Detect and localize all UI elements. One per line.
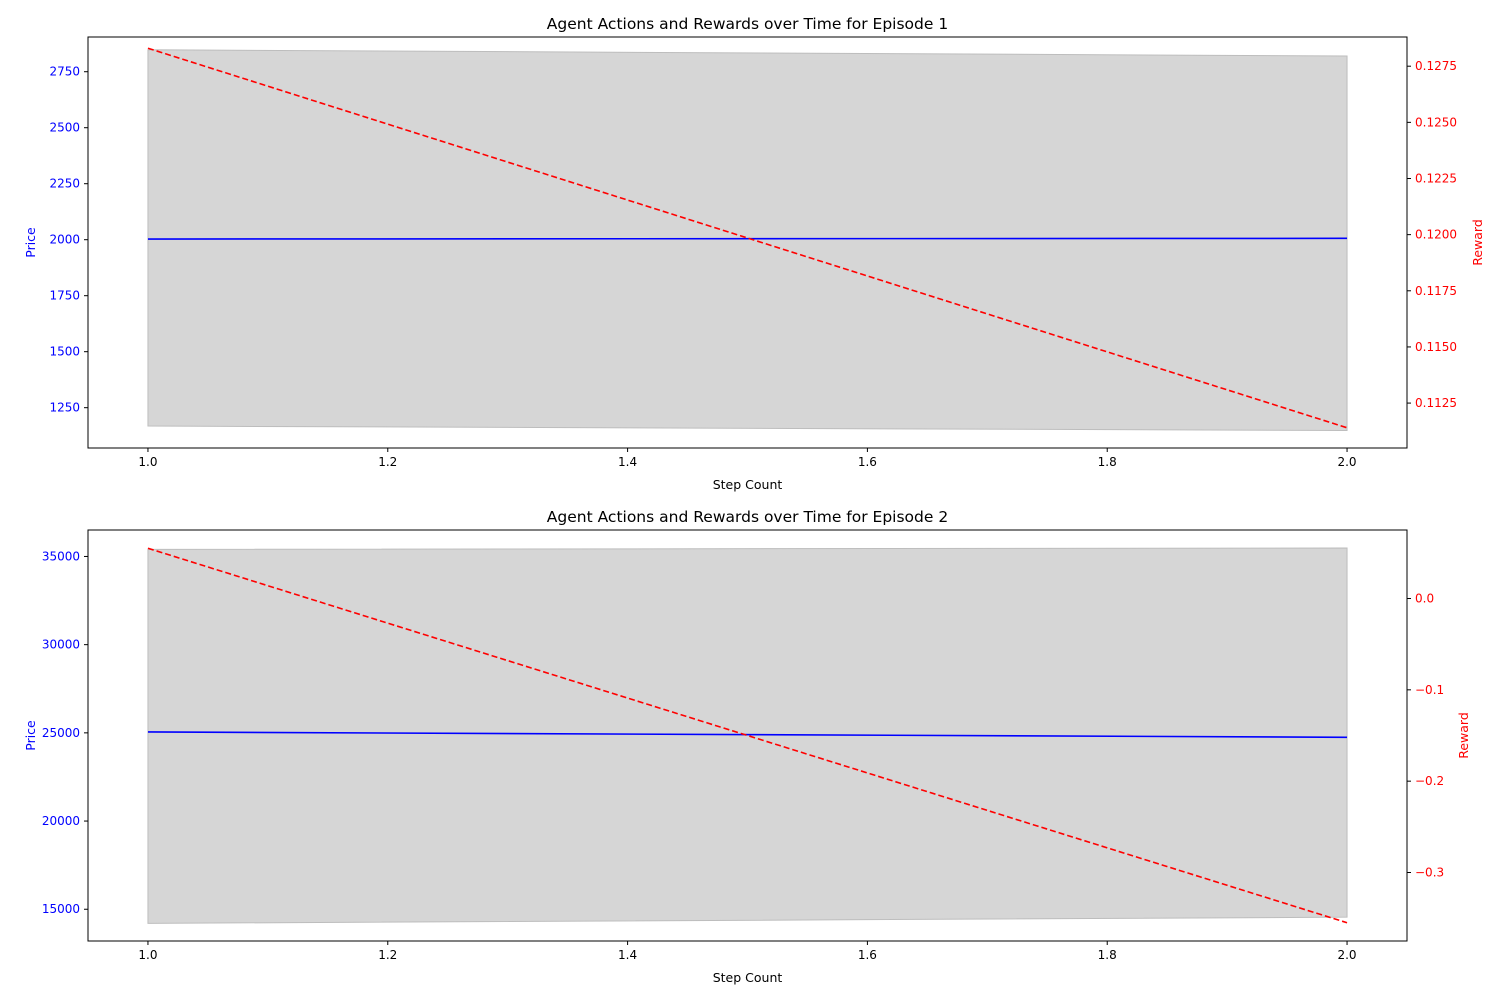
x-tick-label: 1.4 — [618, 455, 637, 469]
y-right-tick-label: 0.1250 — [1415, 115, 1457, 129]
y-left-axis-label: Price — [23, 227, 38, 258]
plot-frame — [87, 529, 1408, 942]
price-line — [147, 237, 1348, 240]
x-tick-label: 1.6 — [858, 455, 877, 469]
y-right-tick-label: 0.1200 — [1415, 228, 1457, 242]
y-right-tick-label: 0.1125 — [1415, 396, 1457, 410]
x-tick-label: 1.8 — [1098, 455, 1117, 469]
x-axis-label: Step Count — [713, 477, 783, 492]
y-right-tick-label: 0.1275 — [1415, 59, 1457, 73]
reward-line — [147, 547, 1348, 924]
price-line — [147, 731, 1348, 739]
y-right-tick-label: 0.1175 — [1415, 284, 1457, 298]
y-left-tick-label: 2250 — [49, 177, 80, 191]
y-right-tick-label: −0.2 — [1415, 774, 1444, 788]
y-right-axis-label: Reward — [1470, 219, 1485, 266]
y-left-tick-label: 30000 — [42, 638, 80, 652]
x-tick-label: 1.8 — [1098, 948, 1117, 962]
x-tick-label: 2.0 — [1337, 948, 1356, 962]
y-left-tick-label: 15000 — [42, 902, 80, 916]
x-tick-label: 1.2 — [378, 455, 397, 469]
y-left-tick-label: 1500 — [49, 345, 80, 359]
x-tick-label: 1.2 — [378, 948, 397, 962]
x-tick-label: 2.0 — [1337, 455, 1356, 469]
y-right-tick-label: 0.0 — [1415, 592, 1434, 606]
plot-frame — [87, 36, 1408, 449]
y-left-tick-label: 35000 — [42, 549, 80, 563]
y-right-tick-label: 0.1225 — [1415, 171, 1457, 185]
price-band-area — [147, 547, 1348, 924]
x-axis-label: Step Count — [713, 970, 783, 985]
x-tick-label: 1.0 — [138, 948, 157, 962]
y-left-tick-label: 2750 — [49, 65, 80, 79]
y-left-tick-label: 20000 — [42, 814, 80, 828]
y-left-tick-label: 2000 — [49, 233, 80, 247]
y-right-tick-label: −0.3 — [1415, 866, 1444, 880]
x-tick-label: 1.0 — [138, 455, 157, 469]
y-left-tick-label: 25000 — [42, 726, 80, 740]
x-tick-label: 1.4 — [618, 948, 637, 962]
y-left-axis-label: Price — [23, 720, 38, 751]
y-right-tick-label: −0.1 — [1415, 683, 1444, 697]
chart-title: Agent Actions and Rewards over Time for … — [547, 508, 948, 526]
x-tick-label: 1.6 — [858, 948, 877, 962]
y-left-tick-label: 1750 — [49, 289, 80, 303]
chart-title: Agent Actions and Rewards over Time for … — [547, 15, 948, 33]
price-band-area — [147, 49, 1348, 432]
y-right-axis-label: Reward — [1456, 712, 1471, 759]
y-left-tick-label: 2500 — [49, 121, 80, 135]
y-left-tick-label: 1250 — [49, 401, 80, 415]
y-right-tick-label: 0.1150 — [1415, 340, 1457, 354]
reward-line — [147, 47, 1348, 429]
